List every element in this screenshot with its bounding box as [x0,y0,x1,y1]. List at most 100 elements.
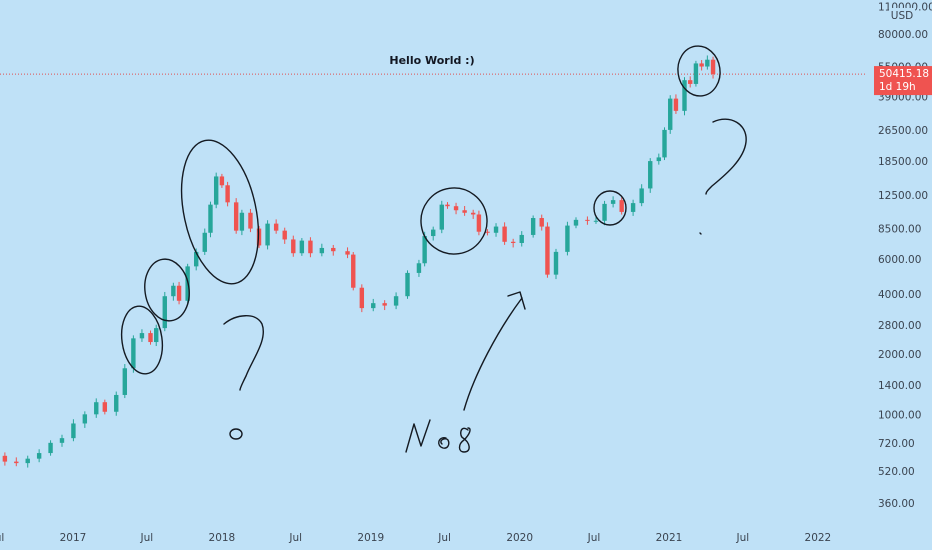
time-tick-label: Jul [437,532,451,544]
candle-body [710,59,716,75]
candle-body [319,247,325,254]
price-tag: 50415.18 1d 19h [874,66,932,96]
candle-body [345,251,350,255]
candle-body [602,203,607,221]
candle-body [648,161,653,189]
candle-body [439,204,444,230]
candle-body [593,220,599,222]
candle-body [171,285,176,297]
time-tick-label: Jul [736,532,750,544]
candle-body [405,272,410,297]
price-tick-label: 26500.00 [878,125,928,137]
candle-body [565,225,570,252]
candle-body [519,234,524,243]
candle-body [610,200,616,204]
candle-body [705,59,710,67]
candle-body [48,442,53,454]
time-tick-label: 2022 [805,532,832,544]
candle-body [351,254,356,288]
candle-body [36,453,42,459]
zero-glyph [229,428,243,440]
candle-body [139,333,145,339]
candle-body [545,226,550,275]
candle-body [265,223,270,246]
candle-body [502,226,507,242]
circle-annotation-6 [677,45,721,97]
candle-body [416,263,422,273]
candle-body [248,212,253,229]
candle-body [673,98,679,111]
candle-body [202,232,207,252]
candle-body [585,219,590,221]
circle-annotation-1 [120,305,164,375]
candle-body [630,203,636,212]
candle-body [59,438,65,443]
candle-body [573,219,579,226]
candle-body [102,402,108,412]
candle-body [131,338,136,369]
price-tick-label: 8500.00 [878,224,921,236]
candle-body [291,239,296,254]
candle-body [553,251,559,275]
candle-body [308,240,313,254]
candle-body [282,230,287,240]
ne8-letter-n [405,419,431,453]
candle-body [148,333,153,343]
candle-body [422,236,427,264]
price-tick-label: 4000.00 [878,289,921,301]
time-axis[interactable]: Jul 2017 Jul 2018 Jul 2019 Jul 2020 Jul 2021 Jul 20… [0,532,831,544]
time-tick-label: 2019 [357,532,384,544]
candle-body [493,226,499,233]
candle-body [94,402,99,415]
candle-body [2,455,8,462]
candle-body [208,204,213,233]
question-mark-left [223,315,264,391]
candle-body [239,212,245,231]
candle-body [154,328,159,343]
candle-body [485,231,490,233]
candle-body [476,214,482,232]
currency-text: USD [891,10,913,22]
time-tick-label: Jul [288,532,302,544]
candles-layer [2,55,716,468]
time-tick-label: Jul [0,532,4,544]
time-tick-label: 2021 [656,532,683,544]
candle-body [470,212,476,215]
time-tick-label: 2020 [506,532,533,544]
price-tick-label: 80000.00 [878,29,928,41]
candle-body [539,218,544,227]
chart-title: Hello World :) [389,54,474,67]
candle-body [431,229,436,237]
candle-body [176,285,182,301]
circle-annotation-3 [180,139,260,285]
currency-label: USD [889,8,915,22]
price-tag-value: 50415.18 [879,68,929,80]
candle-body [225,185,230,203]
time-tick-label: Jul [587,532,601,544]
arrow-up-head [507,291,526,310]
candle-body [619,200,624,212]
price-tick-label: 520.00 [878,466,915,478]
candle-body [445,204,450,207]
candle-body [682,80,687,111]
candle-body [453,206,459,211]
price-tag-box [874,66,932,96]
candle-body [25,458,30,464]
candle-body [693,63,699,84]
candle-body [233,202,239,231]
price-axis[interactable]: 110000.0080000.0055000.0039000.0026500.0… [878,1,932,510]
candle-body [359,287,365,309]
circle-annotation-4 [420,187,488,255]
candle-body [510,241,516,243]
price-tick-label: 2000.00 [878,349,921,361]
candle-body [273,223,279,231]
candle-body [688,80,693,84]
candle-body [14,461,19,464]
candle-body [462,210,467,213]
price-tick-label: 2800.00 [878,320,921,332]
price-tick-label: 1000.00 [878,409,921,421]
time-tick-label: 2018 [209,532,236,544]
price-tick-label: 18500.00 [878,156,928,168]
price-tag-countdown: 1d 19h [879,81,916,93]
